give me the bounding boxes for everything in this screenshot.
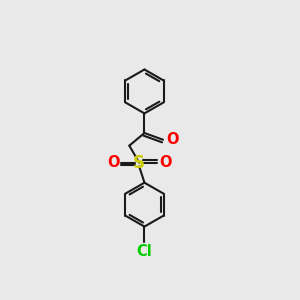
Text: O: O <box>166 132 179 147</box>
Text: O: O <box>159 155 172 170</box>
Text: O: O <box>107 155 119 170</box>
Text: S: S <box>133 154 145 172</box>
Text: Cl: Cl <box>136 244 152 259</box>
